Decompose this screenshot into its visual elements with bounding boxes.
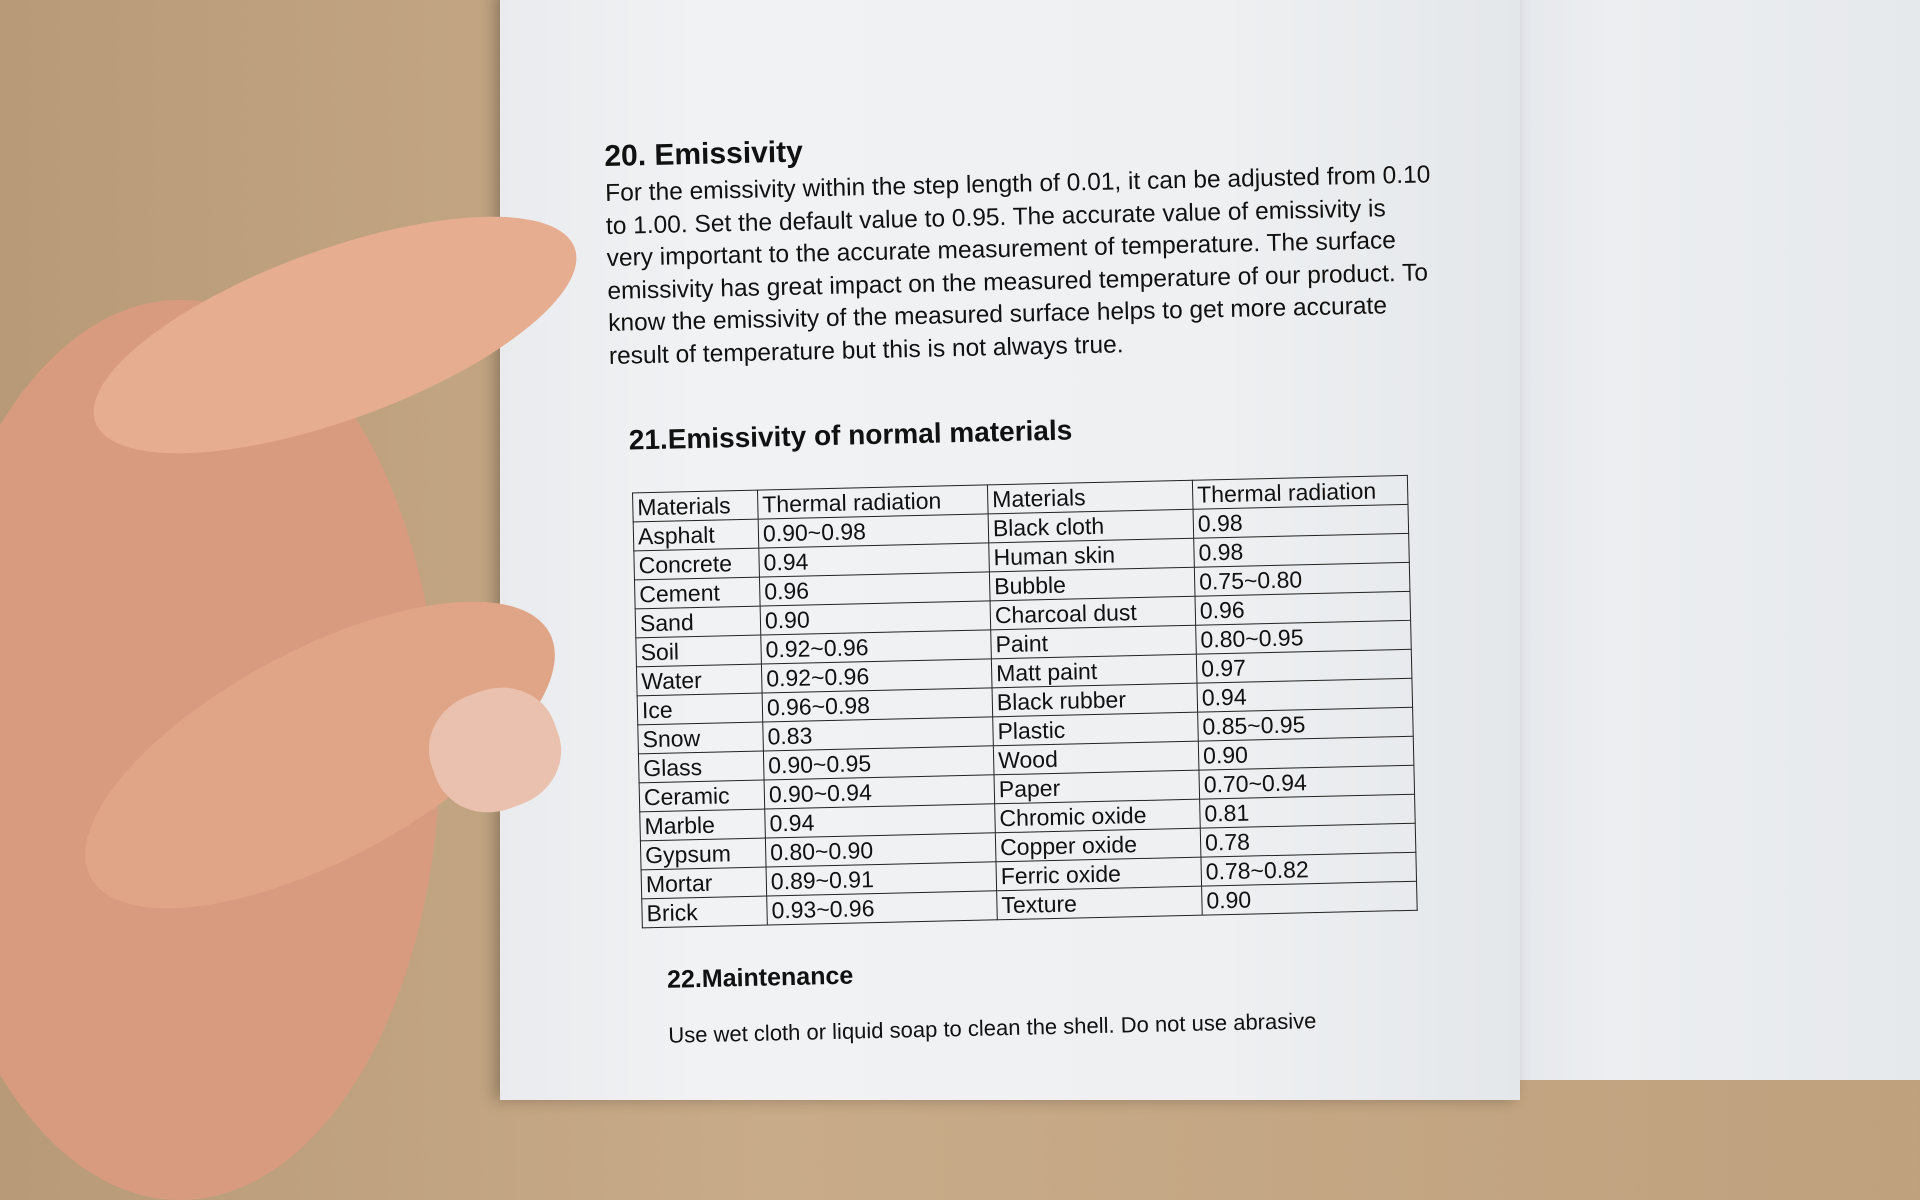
material-right: Black rubber <box>992 683 1198 717</box>
material-right: Paint <box>990 625 1197 659</box>
material-left: Mortar <box>641 867 767 899</box>
section-20-body: For the emissivity within the step lengt… <box>604 161 1431 370</box>
material-left: Gypsum <box>640 838 767 870</box>
material-left: Ceramic <box>639 780 765 812</box>
manual-page <box>500 0 1520 1100</box>
material-left: Ice <box>637 693 763 725</box>
material-right: Black cloth <box>988 509 1194 543</box>
material-left: Cement <box>634 577 761 609</box>
material-right: Texture <box>996 886 1203 920</box>
material-right: Matt paint <box>991 654 1197 688</box>
material-left: Soil <box>635 635 762 667</box>
material-left: Snow <box>637 722 764 754</box>
header-materials: Materials <box>987 480 1194 514</box>
material-right: Bubble <box>989 567 1196 601</box>
section-21-title: 21.Emissivity of normal materials <box>628 414 1073 456</box>
material-right: Wood <box>993 741 1199 775</box>
section-22-title: 22.Maintenance <box>666 961 854 994</box>
material-left: Marble <box>639 809 766 841</box>
material-left: Glass <box>638 751 765 783</box>
radiation-right: 0.90 <box>1201 881 1418 916</box>
facing-page <box>1480 0 1920 1080</box>
page-content: 20. Emissivity For the emissivity within… <box>604 121 1454 1050</box>
material-left: Water <box>636 664 763 696</box>
material-right: Ferric oxide <box>995 857 1202 891</box>
material-right: Chromic oxide <box>994 799 1201 833</box>
header-thermal-radiation: Thermal radiation <box>1192 475 1408 510</box>
material-right: Human skin <box>988 538 1195 572</box>
material-right: Charcoal dust <box>990 596 1196 630</box>
material-right: Paper <box>994 770 1200 804</box>
material-left: Asphalt <box>633 519 759 551</box>
radiation-left: 0.93~0.96 <box>766 890 998 925</box>
header-materials: Materials <box>632 490 759 522</box>
material-right: Copper oxide <box>995 828 1201 862</box>
material-left: Brick <box>641 896 768 928</box>
material-left: Sand <box>635 606 761 638</box>
material-left: Concrete <box>633 548 760 580</box>
emissivity-table: Materials Thermal radiation Materials Th… <box>632 475 1418 928</box>
material-right: Plastic <box>992 712 1199 746</box>
